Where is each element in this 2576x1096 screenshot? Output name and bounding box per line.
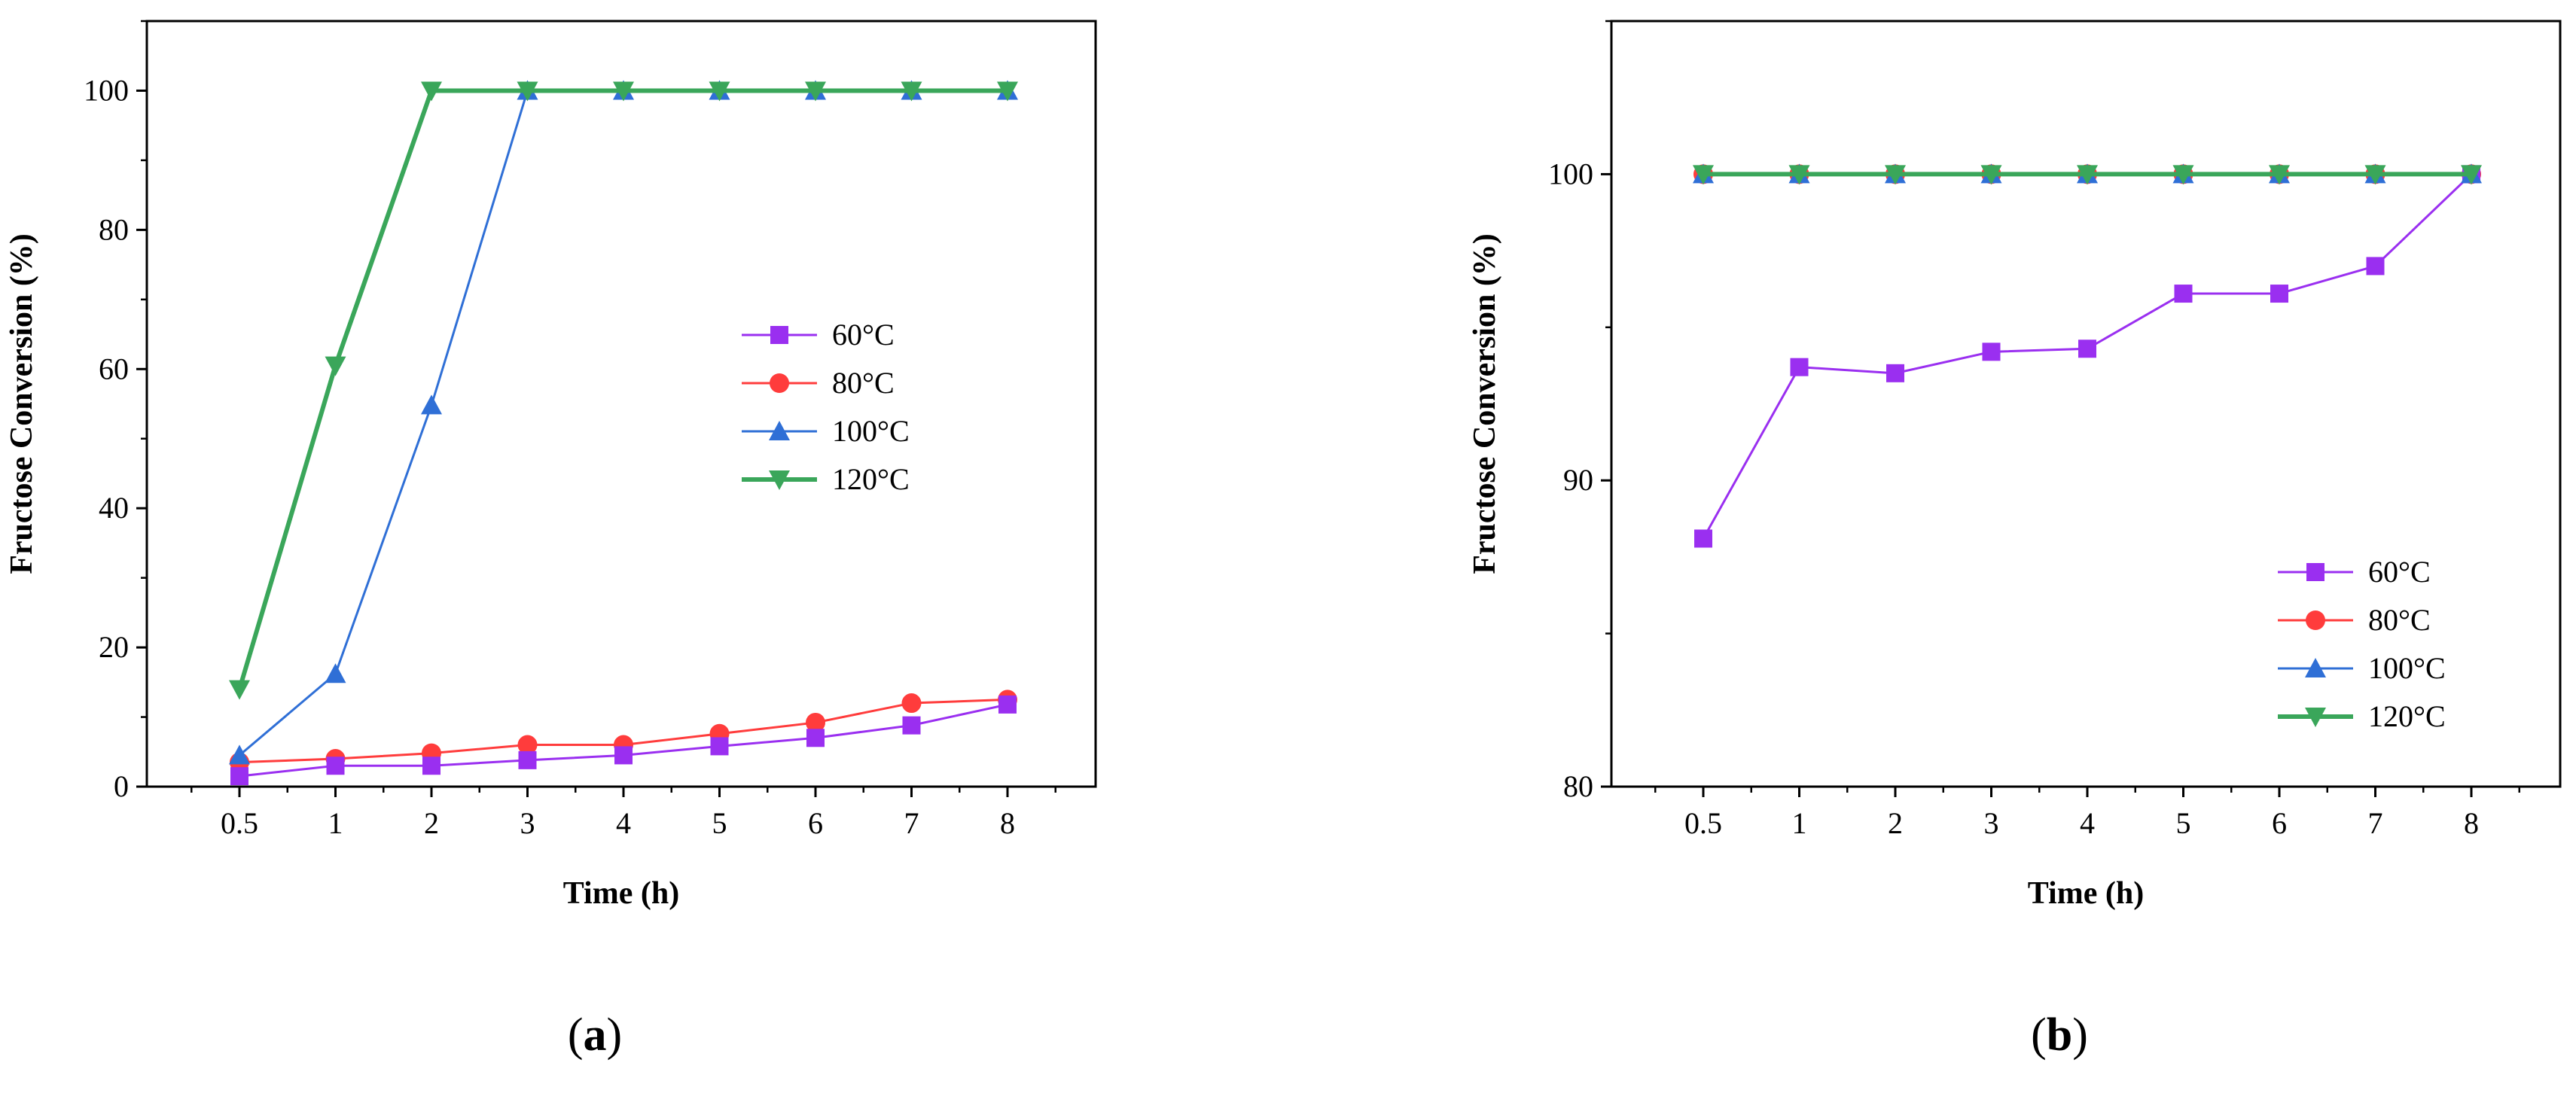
data-point-120C <box>613 81 634 102</box>
legend-marker-60C <box>2306 563 2324 581</box>
legend-marker-100C <box>769 421 790 440</box>
plot-frame <box>145 20 1097 788</box>
legend-marker-80C <box>2306 610 2325 630</box>
legend-label-80C: 80°C <box>832 366 895 400</box>
y-tick-label: 100 <box>1548 157 1593 190</box>
data-point-120C <box>2364 165 2386 185</box>
x-tick-label: 1 <box>328 806 343 840</box>
x-tick-label: 4 <box>616 806 631 840</box>
plot-frame <box>1610 20 2562 788</box>
data-point-100C <box>229 744 250 765</box>
data-point-120C <box>229 680 250 700</box>
data-point-80C <box>901 693 922 714</box>
legend-label-120C: 120°C <box>2368 699 2446 733</box>
y-tick-label: 20 <box>99 630 129 664</box>
data-point-60C <box>326 757 345 775</box>
data-point-120C <box>1885 165 1906 185</box>
x-tick-label: 2 <box>1888 806 1903 840</box>
x-tick-label: 0.5 <box>1684 806 1722 840</box>
legend-label-100C: 100°C <box>832 414 910 448</box>
data-point-120C <box>2077 165 2098 185</box>
y-tick-label: 0 <box>114 769 129 803</box>
legend-label-60C: 60°C <box>832 318 895 352</box>
data-point-120C <box>2172 165 2194 185</box>
y-tick-label: 60 <box>99 352 129 385</box>
panel-b-caption-letter: b <box>2047 1009 2072 1061</box>
x-tick-label: 0.5 <box>221 806 258 840</box>
data-point-120C <box>1980 165 2002 185</box>
x-tick-label: 5 <box>2176 806 2191 840</box>
data-point-120C <box>2269 165 2290 185</box>
data-point-60C <box>1886 364 1904 382</box>
data-point-60C <box>2270 285 2288 303</box>
data-point-60C <box>1790 358 1809 376</box>
y-tick-label: 80 <box>99 212 129 246</box>
y-tick-label: 80 <box>1563 769 1593 803</box>
data-point-120C <box>709 81 730 102</box>
x-tick-label: 2 <box>424 806 439 840</box>
x-tick-label: 6 <box>808 806 823 840</box>
panel-b-chart: 80 90 100 0.5 1 2 3 4 5 6 7 8 Time (h) Fructose Conve… <box>1468 20 2562 911</box>
data-point-60C <box>422 757 441 775</box>
data-point-120C <box>325 356 346 376</box>
data-point-60C <box>998 695 1017 714</box>
data-point-120C <box>421 81 442 102</box>
y-tick-label: 100 <box>84 73 129 107</box>
y-axis-title: Fructose Conversion (%) <box>1468 233 1502 574</box>
y-tick-label: 90 <box>1563 463 1593 497</box>
data-point-60C <box>2174 285 2193 303</box>
data-point-60C <box>806 729 825 747</box>
y-axis-title: Fructose Conversion (%) <box>5 233 39 574</box>
x-tick-label: 6 <box>2272 806 2287 840</box>
data-point-80C <box>517 735 538 755</box>
data-point-120C <box>517 81 538 102</box>
data-point-120C <box>901 81 922 102</box>
data-point-60C <box>518 750 537 769</box>
data-point-100C <box>325 663 346 683</box>
legend-marker-60C <box>770 326 788 344</box>
panel-a-caption: (a) <box>568 1009 622 1061</box>
data-point-60C <box>1694 529 1712 548</box>
data-point-60C <box>902 716 921 735</box>
x-tick-label: 5 <box>712 806 727 840</box>
legend-marker-120C <box>769 470 790 490</box>
y-tick-label: 40 <box>99 491 129 525</box>
x-tick-label: 7 <box>2368 806 2383 840</box>
x-tick-label: 3 <box>520 806 535 840</box>
legend-label-60C: 60°C <box>2368 555 2431 589</box>
x-tick-label: 4 <box>2080 806 2095 840</box>
legend-marker-80C <box>770 373 789 393</box>
legend-label-80C: 80°C <box>2368 603 2431 637</box>
data-point-120C <box>1693 165 1714 185</box>
legend-marker-100C <box>2305 658 2326 677</box>
legend-label-120C: 120°C <box>832 462 910 496</box>
panel-b-caption: (b) <box>2031 1009 2088 1061</box>
legend-label-100C: 100°C <box>2368 651 2446 685</box>
x-tick-label: 8 <box>2464 806 2479 840</box>
panel-a-caption-letter: a <box>584 1009 607 1061</box>
data-point-60C <box>230 767 248 786</box>
data-point-60C <box>2078 339 2096 358</box>
x-tick-label: 3 <box>1984 806 1999 840</box>
data-point-120C <box>1788 165 1810 185</box>
data-point-80C <box>806 712 825 732</box>
x-axis-title: Time (h) <box>2028 876 2144 911</box>
x-tick-label: 8 <box>1000 806 1015 840</box>
legend-marker-120C <box>2305 708 2326 727</box>
data-point-60C <box>614 746 633 765</box>
data-point-60C <box>2366 257 2385 276</box>
x-tick-label: 1 <box>1792 806 1807 840</box>
data-point-120C <box>997 81 1018 102</box>
data-point-120C <box>805 81 826 102</box>
data-point-60C <box>1982 342 2001 361</box>
panel-a-chart: 0 20 40 60 80 100 0.5 1 2 3 4 5 6 7 8 Time (h) Fructose … <box>5 20 1097 911</box>
data-point-60C <box>710 737 729 756</box>
x-tick-label: 7 <box>904 806 919 840</box>
data-point-100C <box>421 394 442 415</box>
x-axis-title: Time (h) <box>563 876 679 911</box>
data-point-120C <box>2461 165 2482 185</box>
